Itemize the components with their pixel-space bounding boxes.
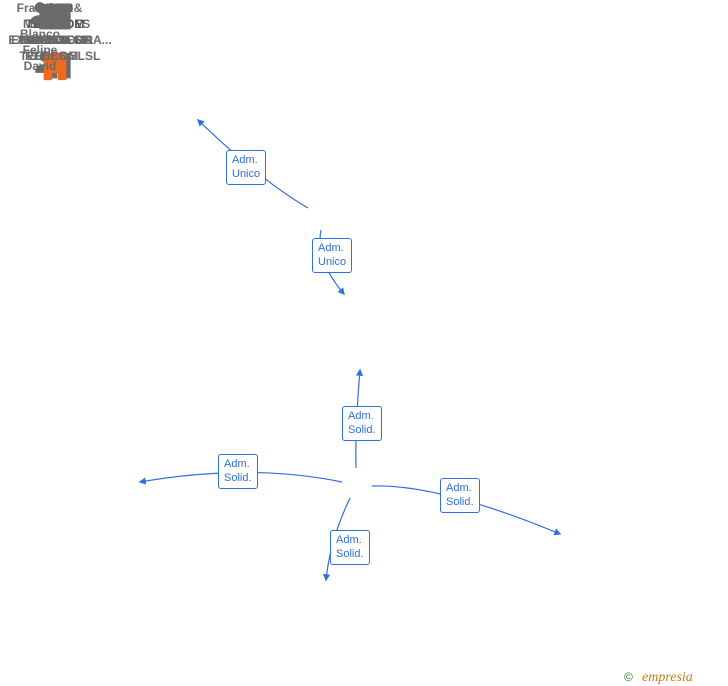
edge-label-e3: Adm. Solid. [342, 406, 382, 441]
brand-watermark: empresia [642, 670, 693, 686]
edge-label-e1: Adm. Unico [226, 150, 266, 185]
edges-layer [0, 0, 728, 685]
copyright-symbol: © [624, 670, 633, 684]
node-exsotel-label: EXSOTEL SL [0, 32, 100, 48]
diagram-canvas: Adm. Unico Adm. Unico Adm. Solid. Adm. S… [0, 0, 728, 685]
edge-label-e5: Adm. Solid. [330, 530, 370, 565]
node-exsotel[interactable]: EXSOTEL SL [0, 0, 100, 48]
building-icon [34, 0, 66, 32]
edge-label-e6: Adm. Solid. [440, 478, 480, 513]
edge-label-e4: Adm. Solid. [218, 454, 258, 489]
edge-label-e2: Adm. Unico [312, 238, 352, 273]
